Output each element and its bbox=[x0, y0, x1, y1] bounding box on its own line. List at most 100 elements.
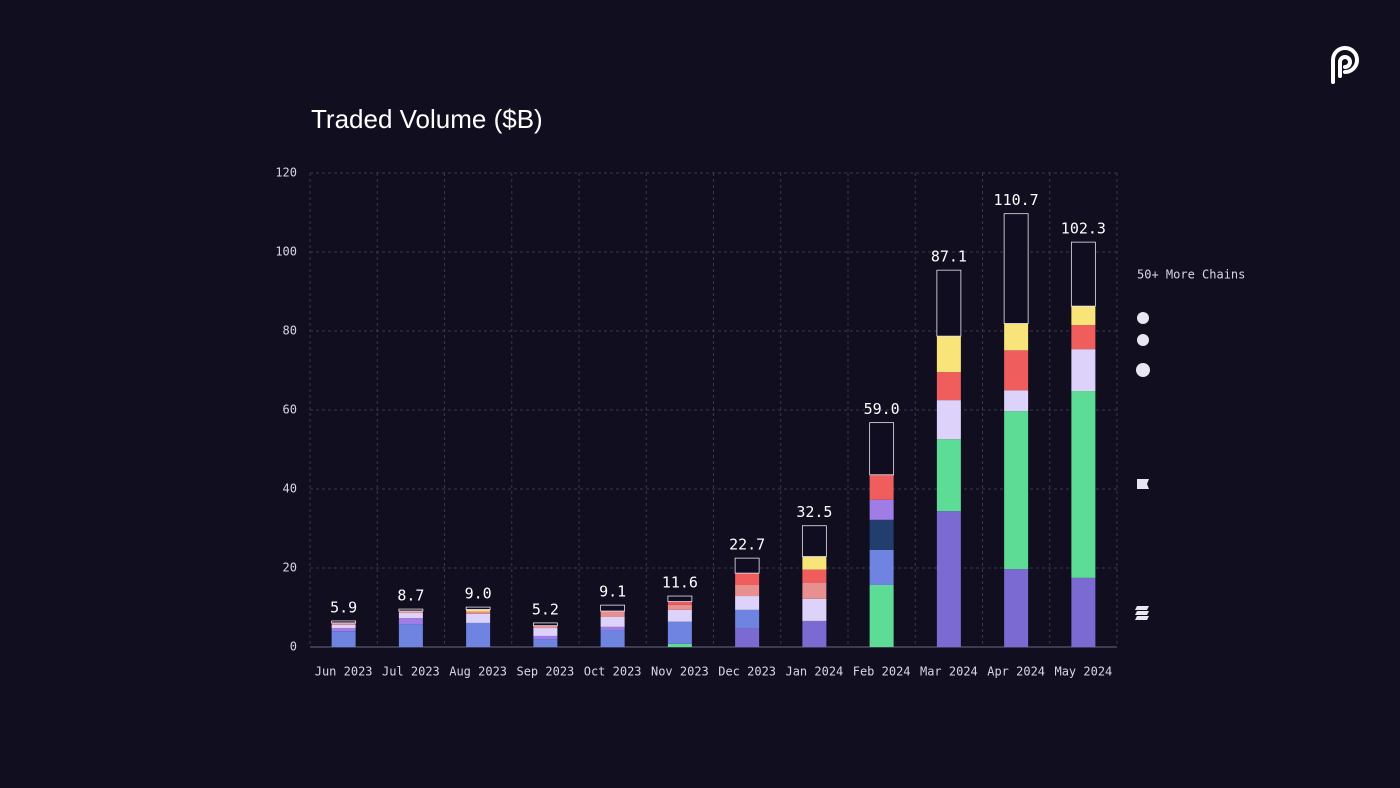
x-tick-label: Apr 2024 bbox=[987, 665, 1045, 679]
bar-segment bbox=[735, 573, 760, 585]
bar-segment bbox=[802, 569, 827, 583]
bar-segment bbox=[533, 628, 558, 636]
bar-segment bbox=[667, 609, 692, 622]
bar-segment bbox=[533, 639, 558, 647]
x-tick-label: Dec 2023 bbox=[718, 665, 776, 679]
bar-segment bbox=[936, 439, 961, 512]
bar-segment bbox=[1071, 349, 1096, 392]
bar-segment bbox=[600, 616, 625, 627]
x-tick-label: Nov 2023 bbox=[651, 665, 709, 679]
x-tick-label: Jan 2024 bbox=[785, 665, 843, 679]
bar-segment bbox=[667, 595, 693, 602]
bar-segment bbox=[735, 584, 760, 597]
bar-segment bbox=[466, 613, 491, 623]
bar-segment bbox=[734, 557, 760, 574]
bar-segment bbox=[331, 622, 356, 625]
bar-segment bbox=[398, 618, 423, 625]
bar-segment bbox=[1071, 325, 1096, 350]
y-tick-label: 60 bbox=[283, 403, 297, 417]
bar-segment bbox=[1003, 213, 1029, 324]
bar-segment bbox=[801, 525, 827, 557]
bar-segment bbox=[667, 601, 692, 605]
bar-segment bbox=[802, 598, 827, 621]
chain-icon bbox=[1135, 606, 1149, 620]
bar-segment bbox=[1004, 390, 1029, 412]
bar-segment bbox=[802, 556, 827, 570]
y-tick-label: 0 bbox=[290, 640, 297, 654]
legend-icons bbox=[1135, 312, 1150, 620]
x-tick-label: Aug 2023 bbox=[449, 665, 507, 679]
bar-segment bbox=[533, 625, 558, 629]
chain-icon bbox=[1137, 312, 1149, 324]
y-tick-label: 40 bbox=[283, 482, 297, 496]
chain-icon bbox=[1136, 363, 1150, 377]
total-label: 5.2 bbox=[532, 600, 559, 618]
x-tick-label: Jun 2023 bbox=[315, 665, 373, 679]
bar-segment bbox=[331, 631, 356, 647]
x-tick-label: Jul 2023 bbox=[382, 665, 440, 679]
x-tick-label: Oct 2023 bbox=[584, 665, 642, 679]
bar-segment bbox=[802, 620, 827, 647]
bar-segment bbox=[398, 624, 423, 647]
bar-segment bbox=[1071, 306, 1096, 326]
bar-segment bbox=[667, 643, 692, 647]
bar-segment bbox=[466, 611, 491, 614]
bar-segment bbox=[600, 626, 625, 631]
bar-segment bbox=[600, 604, 626, 612]
x-tick-label: Feb 2024 bbox=[853, 665, 911, 679]
total-label: 59.0 bbox=[864, 400, 900, 418]
bar-segment bbox=[735, 628, 760, 647]
bar-segment bbox=[398, 611, 423, 614]
bar-segment bbox=[869, 549, 894, 585]
bar-segment bbox=[398, 608, 424, 612]
total-label: 8.7 bbox=[397, 587, 424, 605]
bar-segment bbox=[735, 596, 760, 610]
bar-segment bbox=[331, 624, 356, 629]
bar-segment bbox=[936, 511, 961, 647]
total-label: 9.0 bbox=[465, 585, 492, 603]
bar-segment bbox=[936, 336, 961, 373]
bar-segment bbox=[331, 628, 356, 632]
bar-segment bbox=[533, 635, 558, 640]
bar-segment bbox=[1004, 569, 1029, 647]
legend-label: 50+ More Chains bbox=[1137, 268, 1245, 282]
bar-segment bbox=[667, 604, 692, 610]
bar-segment bbox=[869, 422, 895, 476]
x-tick-label: Mar 2024 bbox=[920, 665, 978, 679]
x-tick-label: Sep 2023 bbox=[516, 665, 574, 679]
bar-segment bbox=[600, 611, 625, 617]
total-label: 102.3 bbox=[1061, 220, 1106, 238]
y-tick-label: 80 bbox=[283, 324, 297, 338]
chart-title: Traded Volume ($B) bbox=[311, 104, 543, 134]
bar-segment bbox=[869, 584, 894, 647]
bar-segment bbox=[1004, 323, 1029, 351]
bar-segment bbox=[936, 400, 961, 440]
total-label: 22.7 bbox=[729, 536, 765, 554]
total-label: 110.7 bbox=[994, 191, 1039, 209]
bar-segment bbox=[1071, 577, 1096, 647]
bar-segment bbox=[1004, 411, 1029, 570]
logo bbox=[1331, 46, 1359, 84]
total-label: 9.1 bbox=[599, 583, 626, 601]
bar-segment bbox=[869, 519, 894, 550]
x-tick-label: May 2024 bbox=[1054, 665, 1112, 679]
bar-segment bbox=[532, 622, 558, 627]
bar-segment bbox=[331, 620, 357, 624]
bar-segment bbox=[1071, 391, 1096, 578]
bar-segment bbox=[1004, 350, 1029, 391]
bar-segment bbox=[465, 606, 491, 610]
chain-icon bbox=[1137, 334, 1149, 346]
bar-segment bbox=[936, 372, 961, 401]
chain-icon bbox=[1137, 479, 1149, 489]
bar-segment bbox=[1070, 241, 1096, 307]
total-label: 32.5 bbox=[796, 503, 832, 521]
bar-segment bbox=[869, 499, 894, 520]
y-tick-label: 20 bbox=[283, 561, 297, 575]
bar-segment bbox=[600, 630, 625, 647]
bar-segment bbox=[667, 621, 692, 644]
bar-segment bbox=[936, 269, 962, 337]
y-tick-label: 120 bbox=[275, 166, 297, 180]
total-label: 87.1 bbox=[931, 248, 967, 266]
total-label: 5.9 bbox=[330, 598, 357, 616]
